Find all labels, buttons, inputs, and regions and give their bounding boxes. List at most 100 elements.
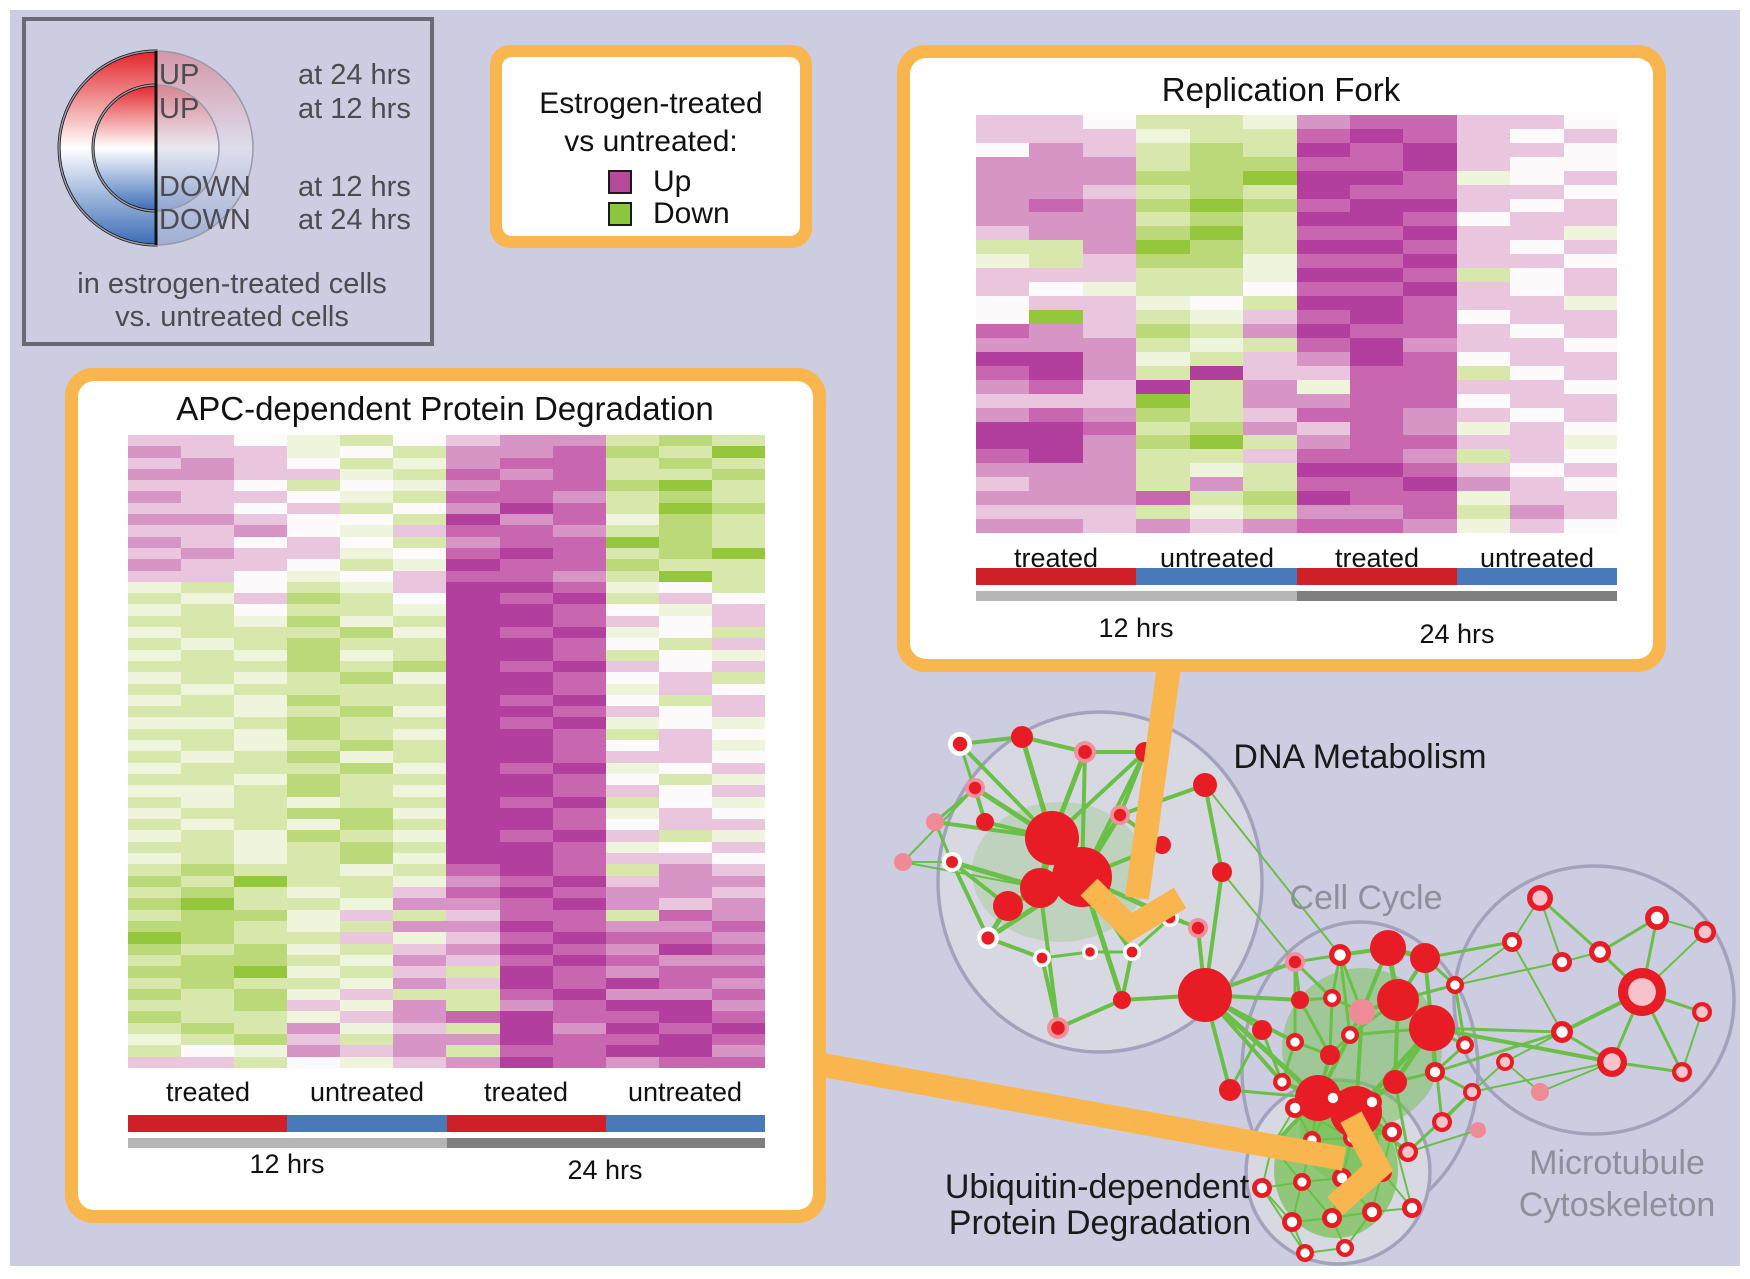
heatmap-cell (181, 1056, 235, 1068)
heatmap-cell (340, 672, 394, 684)
heatmap-cell (1189, 435, 1244, 450)
heatmap-cell (605, 649, 659, 661)
heatmap-cell (976, 240, 1030, 255)
network-node-core (1460, 1040, 1470, 1050)
heatmap-cell (658, 785, 712, 797)
heatmap-cell (181, 785, 235, 797)
heatmap-cell (287, 547, 341, 560)
network-node-core (1113, 808, 1127, 822)
heatmap-cell (393, 966, 447, 978)
heatmap-cell (605, 740, 659, 752)
heatmap-cell (1563, 477, 1617, 492)
network-node (1219, 1079, 1241, 1101)
heatmap-cell (287, 954, 341, 967)
heatmap-cell (287, 864, 341, 876)
heatmap-cell (976, 449, 1030, 464)
heatmap-cell (976, 421, 1030, 436)
heatmap-cell (446, 728, 500, 741)
heatmap-cell (1510, 240, 1564, 255)
heatmap-cell (446, 864, 500, 876)
cluster-label-cell-cycle: Cell Cycle (1289, 879, 1443, 917)
heatmap-cell (552, 751, 606, 763)
heatmap-cell (181, 559, 235, 571)
network-node (1291, 991, 1309, 1009)
heatmap-cell (658, 480, 712, 492)
cluster-ellipse-microtubule (1452, 864, 1736, 1136)
heatmap-cell (1563, 505, 1617, 520)
heatmap-cell (1243, 296, 1297, 310)
heatmap-cell (499, 547, 553, 560)
heatmap-cell (287, 819, 341, 831)
heatmap-cell (1349, 268, 1404, 283)
heatmap-cell (234, 593, 288, 605)
heatmap-cell (1510, 393, 1564, 408)
heatmap-cell (181, 547, 235, 560)
heatmap-cell (1456, 282, 1511, 297)
network-node (1410, 943, 1440, 973)
heatmap-cell (1349, 365, 1404, 380)
heatmap-cell (1403, 435, 1457, 450)
heatmap-cell (658, 593, 712, 605)
heatmap-cell (1456, 254, 1511, 269)
heatmap-cell (552, 932, 606, 944)
heatmap-cell (499, 796, 553, 808)
heatmap-cell (1029, 310, 1083, 324)
heatmap-cell (552, 853, 606, 865)
heatmap-cell (711, 773, 765, 786)
heatmap-cell (128, 1000, 182, 1012)
network-node-core (1051, 1021, 1065, 1035)
heatmap-cell (393, 954, 447, 967)
heatmap-cell (605, 491, 659, 503)
heatmap-cell (499, 468, 553, 481)
heatmap-cell (340, 943, 394, 955)
heatmap-cell (976, 226, 1030, 241)
heatmap-cell (1082, 407, 1137, 422)
heatmap-cell (1082, 393, 1137, 408)
heatmap-cell (552, 660, 606, 673)
heatmap-cell (658, 853, 712, 865)
network-node-core (1277, 1077, 1287, 1087)
heatmap-cell (1349, 505, 1404, 520)
heatmap-cell (605, 1000, 659, 1012)
heatmap-cell (1510, 115, 1564, 129)
heatmap-cell (340, 660, 394, 673)
heatmap-cell (1029, 128, 1083, 143)
heatmap-cell (234, 547, 288, 560)
heatmap-cell (128, 898, 182, 910)
heatmap-cell (552, 547, 606, 560)
heatmap-cell (1349, 198, 1404, 213)
network-node-core (1556, 956, 1568, 968)
heatmap-cell (499, 773, 553, 786)
heatmap-cell (1403, 519, 1457, 533)
heatmap-cell (446, 819, 500, 831)
apc-title: APC-dependent Protein Degradation (176, 390, 714, 427)
heatmap-cell (1136, 491, 1190, 506)
heatmap-cell (234, 920, 288, 933)
heatmap-cell (1510, 156, 1564, 171)
heatmap-cell (976, 310, 1030, 324)
heatmap-cell (234, 887, 288, 899)
heatmap-cell (393, 943, 447, 955)
heatmap-cell (711, 1034, 765, 1046)
heatmap-cell (1136, 421, 1190, 436)
heatmap-cell (1563, 519, 1617, 533)
heatmap-cell (234, 502, 288, 515)
network-node (1349, 999, 1375, 1025)
heatmap-cell (552, 966, 606, 978)
heatmap-cell (711, 457, 765, 469)
updown-legend-title-line1: Estrogen-treated (539, 87, 763, 120)
heatmap-cell (1243, 351, 1297, 366)
heatmap-cell (234, 1045, 288, 1057)
heatmap-cell (605, 457, 659, 469)
apc-group-label-4: untreated (627, 1077, 743, 1107)
heatmap-cell (340, 615, 394, 628)
heatmap-cell (658, 491, 712, 503)
heatmap-cell (340, 875, 394, 887)
heatmap-cell (1243, 212, 1297, 227)
heatmap-cell (1243, 128, 1297, 143)
heatmap-cell (181, 581, 235, 594)
heatmap-cell (552, 841, 606, 854)
heatmap-cell (499, 1011, 553, 1023)
panel-to-cluster-arrow-stem (792, 1048, 1347, 1171)
heatmap-cell (393, 559, 447, 571)
